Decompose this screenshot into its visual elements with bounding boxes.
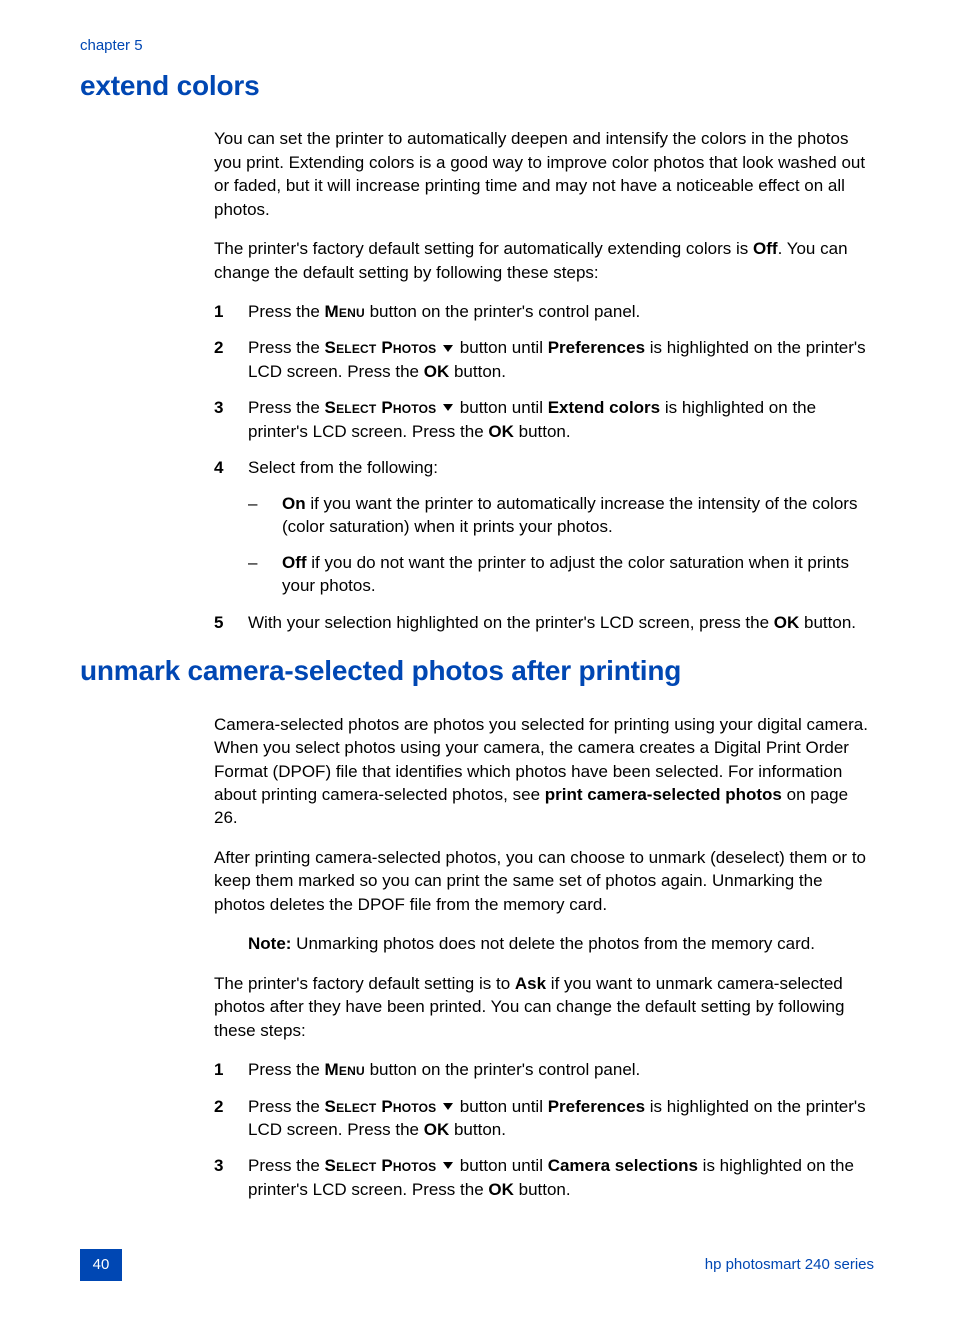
text: button. [514,1180,571,1199]
button-label: Select Photos [325,1156,437,1175]
numbered-list: Press the Menu button on the printer's c… [214,300,872,634]
heading-extend-colors: extend colors [80,67,874,106]
page-footer: 40 hp photosmart 240 series [80,1249,874,1281]
paragraph: The printer's factory default setting is… [214,972,872,1042]
paragraph: After printing camera-selected photos, y… [214,846,872,916]
bold-text: OK [424,362,450,381]
sub-list: On if you want the printer to automatica… [248,492,872,598]
text: Press the [248,398,325,417]
paragraph: Camera-selected photos are photos you se… [214,713,872,830]
down-arrow-icon [443,1103,453,1110]
text: button. [449,362,506,381]
button-label: Menu [325,302,365,321]
down-arrow-icon [443,404,453,411]
note-block: Note: Unmarking photos does not delete t… [214,932,872,955]
button-label: Select Photos [325,398,437,417]
bold-text: Camera selections [548,1156,698,1175]
bold-text: Ask [515,974,546,993]
down-arrow-icon [443,1162,453,1169]
list-item: Press the Menu button on the printer's c… [214,300,872,323]
text: Select from the following: [248,458,438,477]
bold-text: OK [488,1180,514,1199]
note-label: Note: [248,934,291,953]
bold-text: Preferences [548,338,645,357]
button-label: Select Photos [325,338,437,357]
bold-text: Off [753,239,778,258]
product-name: hp photosmart 240 series [705,1255,874,1276]
text: button on the printer's control panel. [365,1060,640,1079]
paragraph: The printer's factory default setting fo… [214,237,872,284]
text: Press the [248,302,325,321]
down-arrow-icon [443,345,453,352]
text: button. [514,422,571,441]
bold-text: Preferences [548,1097,645,1116]
text: Press the [248,1060,325,1079]
bold-text: On [282,494,306,513]
text: if you want the printer to automatically… [282,494,857,536]
text: With your selection highlighted on the p… [248,613,774,632]
list-item: On if you want the printer to automatica… [248,492,872,539]
section-body: You can set the printer to automatically… [80,127,874,634]
page-number: 40 [80,1249,122,1281]
list-item: With your selection highlighted on the p… [214,611,872,634]
text: button until [455,1156,548,1175]
list-item: Off if you do not want the printer to ad… [248,551,872,598]
bold-text: OK [488,422,514,441]
list-item: Press the Select Photos button until Pre… [214,336,872,383]
document-page: chapter 5 extend colors You can set the … [0,0,954,1201]
list-item: Select from the following: On if you wan… [214,456,872,597]
text: button until [455,398,548,417]
text: Press the [248,1156,325,1175]
button-label: Menu [325,1060,365,1079]
text: button until [455,1097,548,1116]
bold-text: Extend colors [548,398,660,417]
button-label: Select Photos [325,1097,437,1116]
bold-text: Off [282,553,307,572]
chapter-label: chapter 5 [80,36,874,57]
bold-text: print camera-selected photos [545,785,782,804]
numbered-list: Press the Menu button on the printer's c… [214,1058,872,1201]
list-item: Press the Select Photos button until Ext… [214,396,872,443]
text: button until [455,338,548,357]
text: if you do not want the printer to adjust… [282,553,849,595]
paragraph: You can set the printer to automatically… [214,127,872,221]
text: The printer's factory default setting fo… [214,239,753,258]
text: The printer's factory default setting is… [214,974,515,993]
text: Press the [248,338,325,357]
list-item: Press the Select Photos button until Cam… [214,1154,872,1201]
section-body: Camera-selected photos are photos you se… [80,713,874,1202]
bold-text: OK [424,1120,450,1139]
text: button. [799,613,856,632]
bold-text: OK [774,613,800,632]
heading-unmark-photos: unmark camera-selected photos after prin… [80,652,874,691]
text: button. [449,1120,506,1139]
list-item: Press the Menu button on the printer's c… [214,1058,872,1081]
text: Unmarking photos does not delete the pho… [291,934,815,953]
list-item: Press the Select Photos button until Pre… [214,1095,872,1142]
text: Press the [248,1097,325,1116]
text: button on the printer's control panel. [365,302,640,321]
